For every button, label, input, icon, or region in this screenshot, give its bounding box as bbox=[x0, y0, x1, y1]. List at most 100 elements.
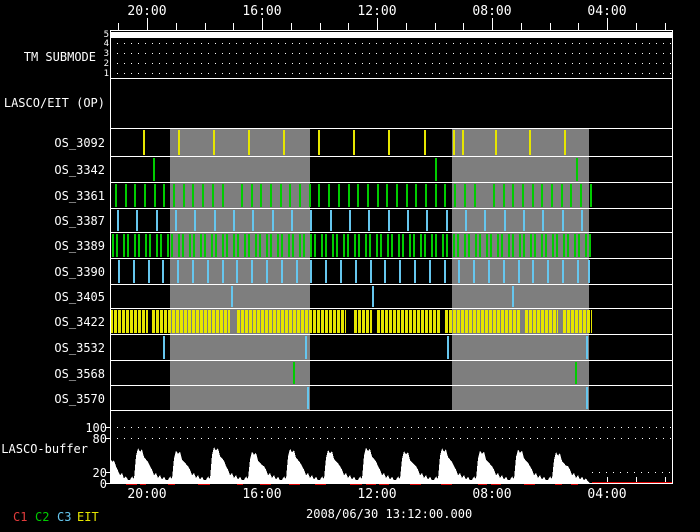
event-tick bbox=[281, 234, 283, 257]
event-tick bbox=[213, 130, 215, 155]
event-tick bbox=[564, 130, 566, 155]
event-tick bbox=[577, 260, 579, 283]
event-tick bbox=[202, 184, 204, 207]
time-axis-tick bbox=[290, 23, 292, 30]
c1-baseline-mark bbox=[524, 483, 535, 485]
time-axis-tick bbox=[175, 23, 177, 30]
event-tick bbox=[207, 260, 209, 283]
frame-line-horizontal bbox=[110, 385, 672, 386]
event-tick bbox=[112, 234, 114, 257]
event-tick bbox=[370, 260, 372, 283]
event-tick bbox=[484, 210, 486, 231]
event-bar-segment bbox=[237, 310, 346, 333]
event-tick bbox=[588, 260, 590, 283]
event-tick bbox=[396, 184, 398, 207]
c1-baseline-mark bbox=[478, 483, 487, 485]
buffer-gridline-100 bbox=[110, 427, 672, 428]
event-tick bbox=[321, 234, 323, 257]
time-axis-label-top: 08:00 bbox=[472, 4, 512, 19]
event-tick bbox=[171, 234, 173, 257]
event-tick bbox=[162, 260, 164, 283]
event-tick bbox=[149, 234, 151, 257]
event-tick bbox=[561, 184, 563, 207]
time-axis-tick bbox=[434, 23, 436, 30]
event-tick bbox=[156, 210, 158, 231]
event-tick bbox=[444, 260, 446, 283]
c1-baseline-mark bbox=[289, 483, 300, 485]
event-tick bbox=[194, 210, 196, 231]
event-tick bbox=[563, 234, 565, 257]
event-tick bbox=[118, 260, 120, 283]
event-tick bbox=[519, 234, 521, 257]
event-tick bbox=[248, 234, 250, 257]
event-tick bbox=[307, 387, 309, 409]
c1-baseline-mark bbox=[410, 483, 421, 485]
time-axis-tick bbox=[607, 18, 608, 30]
event-tick bbox=[244, 234, 246, 257]
c1-baseline-mark bbox=[237, 483, 243, 485]
event-tick bbox=[503, 260, 505, 283]
event-tick bbox=[255, 234, 257, 257]
event-tick bbox=[266, 260, 268, 283]
event-tick bbox=[138, 234, 140, 257]
event-tick bbox=[522, 184, 524, 207]
event-tick bbox=[541, 234, 543, 257]
event-tick bbox=[310, 210, 312, 231]
event-tick bbox=[585, 234, 587, 257]
event-tick bbox=[303, 234, 305, 257]
os-row-label: OS_3570 bbox=[54, 391, 105, 406]
buffer-panel-label: LASCO-buffer bbox=[1, 442, 88, 456]
event-tick bbox=[222, 260, 224, 283]
event-tick bbox=[318, 130, 320, 155]
event-tick bbox=[241, 184, 243, 207]
tm-submode-level-label: 4 bbox=[103, 39, 109, 49]
event-tick bbox=[178, 234, 180, 257]
os-row-label: OS_3532 bbox=[54, 341, 105, 355]
event-tick bbox=[523, 234, 525, 257]
event-tick bbox=[143, 130, 145, 155]
event-tick bbox=[260, 184, 262, 207]
event-tick bbox=[391, 234, 393, 257]
event-tick bbox=[464, 234, 466, 257]
event-tick bbox=[173, 184, 175, 207]
event-tick bbox=[409, 234, 411, 257]
event-tick bbox=[292, 234, 294, 257]
frame-line-horizontal bbox=[110, 308, 672, 309]
event-tick bbox=[222, 184, 224, 207]
c1-baseline-mark bbox=[198, 483, 210, 485]
time-axis-tick bbox=[377, 18, 378, 30]
event-tick bbox=[348, 184, 350, 207]
event-tick bbox=[272, 210, 274, 231]
time-axis-tick bbox=[492, 18, 493, 30]
event-tick bbox=[581, 210, 583, 231]
c1-baseline-mark bbox=[555, 483, 562, 485]
event-tick bbox=[446, 234, 448, 257]
event-tick bbox=[252, 210, 254, 231]
event-tick bbox=[204, 234, 206, 257]
frame-line-horizontal bbox=[110, 182, 672, 183]
tm-submode-level-label: 1 bbox=[103, 69, 109, 79]
event-tick bbox=[325, 234, 327, 257]
event-tick bbox=[372, 286, 374, 307]
event-tick bbox=[299, 234, 301, 257]
event-bar-segment bbox=[354, 310, 372, 333]
event-tick bbox=[277, 234, 279, 257]
event-tick bbox=[163, 336, 165, 359]
event-tick bbox=[248, 130, 250, 155]
event-tick bbox=[424, 130, 426, 155]
event-tick bbox=[387, 234, 389, 257]
event-tick bbox=[233, 234, 235, 257]
event-tick bbox=[562, 210, 564, 231]
event-tick bbox=[222, 234, 224, 257]
event-bar-segment bbox=[110, 310, 148, 333]
frame-line-horizontal bbox=[110, 78, 672, 79]
buffer-ytick-label: 20 bbox=[92, 466, 107, 480]
event-tick bbox=[444, 184, 446, 207]
time-axis-label-bottom: 16:00 bbox=[242, 487, 282, 502]
event-tick bbox=[310, 260, 312, 283]
event-tick bbox=[464, 184, 466, 207]
event-tick bbox=[211, 234, 213, 257]
c1-baseline-mark bbox=[571, 483, 578, 485]
c1-baseline-mark bbox=[366, 483, 376, 485]
event-tick bbox=[576, 158, 578, 181]
